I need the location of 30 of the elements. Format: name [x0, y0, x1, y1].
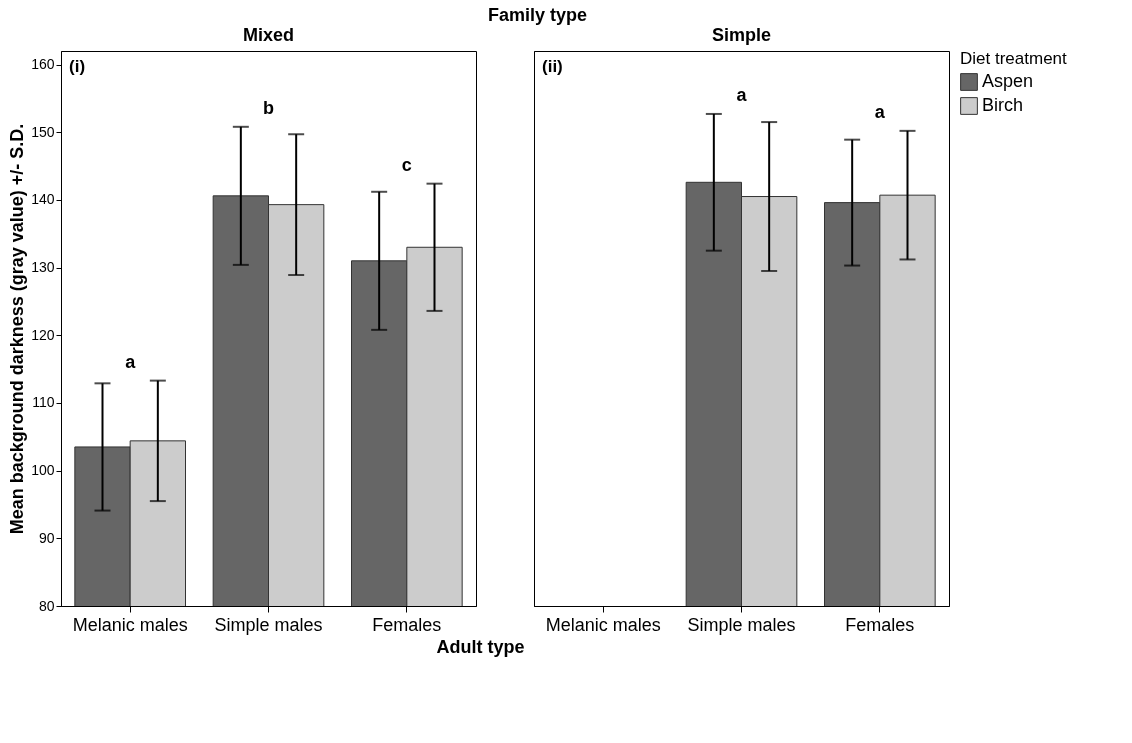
- annotation: c: [401, 154, 412, 175]
- x-tick-label: Females: [845, 614, 915, 635]
- y-tick-label: 140: [31, 191, 55, 208]
- x-axis-title: Adult type: [436, 636, 525, 657]
- y-tick-label: 130: [31, 259, 55, 276]
- annotation: b: [263, 97, 274, 118]
- x-tick-label: Melanic males: [72, 614, 188, 635]
- y-tick-label: 80: [38, 597, 55, 614]
- y-axis-title: Mean background darkness (gray value) +/- S.D.: [7, 123, 28, 535]
- y-tick-label: 120: [31, 326, 55, 343]
- annotation: a: [736, 84, 748, 105]
- y-tick-label: 100: [31, 462, 55, 479]
- annotation: a: [125, 351, 137, 372]
- y-tick-label: 150: [31, 123, 55, 140]
- annotation: (ii): [542, 57, 563, 76]
- annotation: a: [874, 101, 886, 122]
- legend-label: Aspen: [982, 71, 1034, 91]
- annotation: (i): [69, 57, 86, 76]
- chart-title: Simple: [711, 25, 772, 45]
- legend-title: Diet treatment: [960, 49, 1068, 68]
- y-tick-label: 160: [31, 56, 55, 73]
- text: Family type: [488, 4, 588, 25]
- legend-label: Birch: [982, 95, 1024, 115]
- chart-title: Mixed: [242, 25, 295, 45]
- x-tick-label: Melanic males: [545, 614, 661, 635]
- x-tick-label: Females: [372, 614, 442, 635]
- y-tick-label: 110: [32, 394, 55, 411]
- x-tick-label: Simple males: [687, 614, 796, 635]
- y-tick-label: 90: [38, 529, 55, 546]
- x-tick-label: Simple males: [214, 614, 323, 635]
